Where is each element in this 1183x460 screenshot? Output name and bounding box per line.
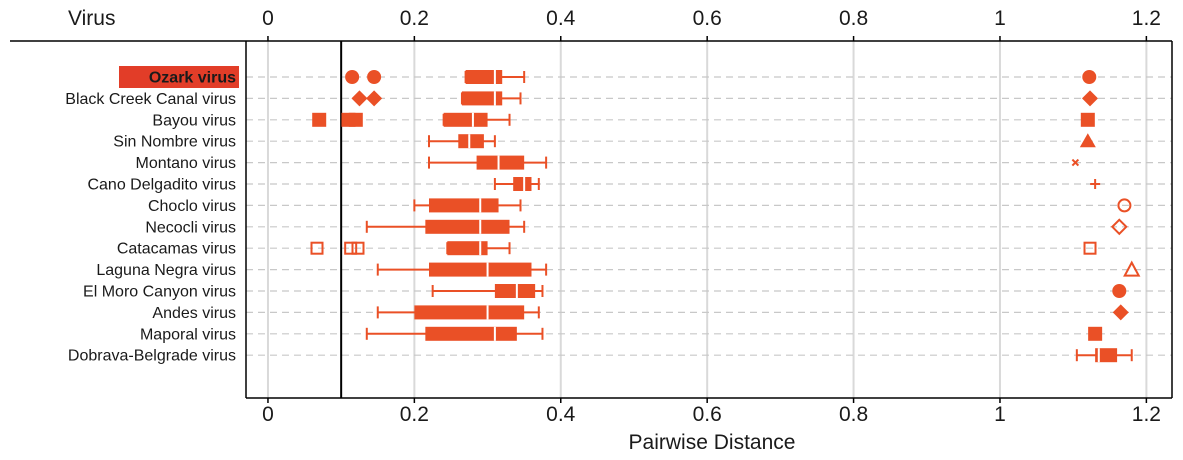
box-laguna-negra-virus — [376, 262, 548, 277]
box-dobrava-belgrade-virus — [1075, 348, 1133, 363]
outlier-open-square — [344, 241, 358, 255]
box-black-creek-canal-virus — [460, 91, 522, 106]
top-tick-label: 0.8 — [839, 7, 868, 30]
outlier-filled-circle — [1112, 284, 1127, 298]
outliers-layer — [310, 70, 1141, 341]
bottom-tick-label: 1.2 — [1132, 403, 1161, 426]
virus-label: Bayou virus — [152, 112, 236, 129]
top-tick-label: 1.2 — [1132, 7, 1161, 30]
virus-label: Cano Delgadito virus — [87, 177, 236, 194]
outlier-filled-triangle — [1079, 133, 1096, 148]
outlier-open-triangle — [1123, 260, 1141, 277]
outlier-open-square — [351, 241, 365, 255]
top-axis-ticks: 0 0.2 0.4 0.6 0.8 1 1.2 — [262, 7, 1161, 41]
iqr-box — [425, 326, 517, 341]
virus-label: Andes virus — [152, 305, 236, 322]
bottom-tick-label: 0.2 — [400, 403, 429, 426]
top-tick-label: 0.4 — [546, 7, 576, 30]
top-tick-label: 0 — [262, 7, 274, 30]
iqr-box — [465, 70, 503, 84]
outlier-filled-circle — [367, 70, 382, 84]
box-ozark-virus — [464, 70, 526, 84]
virus-label: Black Creek Canal virus — [65, 91, 236, 108]
box-sin-nombre-virus — [428, 134, 496, 149]
boxes-layer — [365, 70, 1133, 363]
outlier-cross — [1071, 158, 1080, 167]
box-catacamas-virus — [446, 241, 511, 256]
bottom-tick-label: 0 — [262, 403, 274, 426]
outlier-open-diamond — [1110, 218, 1128, 236]
box-montano-virus — [428, 155, 548, 170]
iqr-box — [494, 284, 536, 298]
outlier-filled-square — [1080, 112, 1095, 127]
cross-stroke — [1071, 158, 1080, 167]
vertical-gridlines — [266, 41, 1148, 398]
iqr-box — [429, 262, 532, 277]
box-maporal-virus — [365, 326, 544, 341]
outlier-filled-diamond — [351, 90, 368, 107]
virus-label: Maporal virus — [140, 326, 236, 343]
box-andes-virus — [376, 305, 540, 320]
iqr-box — [414, 305, 525, 320]
box-el-moro-canyon-virus — [431, 284, 544, 298]
virus-label: Necocli virus — [145, 219, 236, 236]
bottom-tick-label: 1 — [994, 403, 1006, 426]
bottom-tick-label: 0.6 — [693, 403, 722, 426]
outlier-filled-diamond — [1082, 90, 1099, 107]
iqr-box — [1095, 348, 1118, 363]
iqr-box — [461, 91, 503, 106]
bottom-axis-ticks: 0 0.2 0.4 0.6 0.8 1 1.2 — [262, 398, 1161, 426]
iqr-box — [513, 177, 532, 191]
iqr-box — [447, 241, 488, 256]
iqr-box — [458, 134, 484, 149]
outlier-filled-diamond — [366, 90, 383, 107]
outlier-filled-square — [348, 112, 363, 127]
iqr-box — [476, 155, 525, 170]
column-header: Virus — [68, 7, 115, 30]
iqr-box — [429, 198, 499, 213]
x-axis-title: Pairwise Distance — [629, 431, 796, 454]
outlier-open-circle — [1117, 198, 1132, 213]
outlier-filled-square — [1088, 326, 1103, 341]
outlier-plus — [1090, 179, 1101, 189]
outlier-open-square — [310, 241, 324, 255]
box-necocli-virus — [365, 219, 526, 234]
outlier-filled-circle — [1082, 70, 1097, 84]
virus-labels: Ozark virus Black Creek Canal virus Bayou … — [65, 66, 239, 365]
virus-label: Choclo virus — [148, 198, 236, 215]
bottom-tick-label: 0.4 — [546, 403, 576, 426]
outlier-filled-diamond — [1112, 304, 1129, 321]
top-tick-label: 1 — [994, 7, 1006, 30]
outlier-filled-square — [312, 112, 327, 127]
iqr-box — [443, 112, 488, 127]
outlier-filled-circle — [345, 70, 360, 84]
box-cano-delgadito-virus — [493, 177, 540, 191]
box-bayou-virus — [442, 112, 511, 127]
virus-label: El Moro Canyon virus — [83, 284, 236, 301]
row-dashed-guides — [246, 76, 1172, 356]
top-tick-label: 0.2 — [400, 7, 429, 30]
top-tick-label: 0.6 — [693, 7, 722, 30]
virus-label: Sin Nombre virus — [113, 134, 236, 151]
virus-label: Catacamas virus — [117, 241, 236, 258]
plot-frame — [10, 40, 1173, 399]
box-choclo-virus — [413, 198, 522, 213]
virus-label: Dobrava-Belgrade virus — [68, 348, 236, 365]
virus-label: Montano virus — [136, 155, 237, 172]
virus-label: Laguna Negra virus — [96, 262, 236, 279]
iqr-box — [425, 219, 510, 234]
highlight-badge — [119, 66, 239, 88]
bottom-tick-label: 0.8 — [839, 403, 868, 426]
outlier-open-square — [1083, 241, 1097, 255]
virus-label: Ozark virus — [149, 70, 236, 87]
